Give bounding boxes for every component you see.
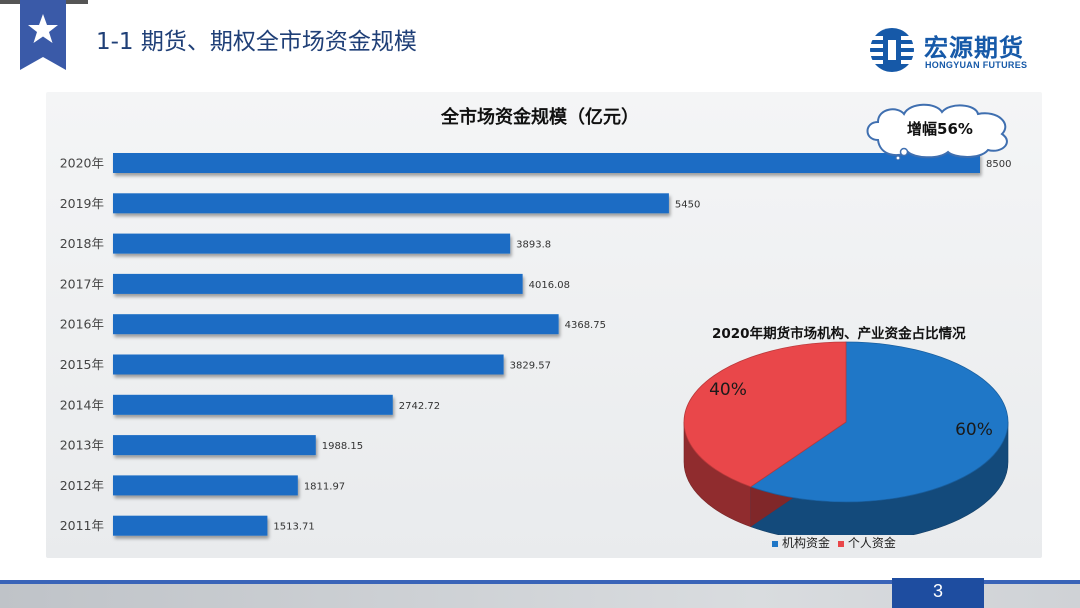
pie-chart: 60% 40% — [683, 341, 1009, 535]
pie-legend: 机构资金 个人资金 — [772, 534, 900, 551]
footer-line — [0, 580, 1080, 584]
pie-value-label: 40% — [709, 380, 747, 400]
category-label: 2012年 — [60, 478, 104, 493]
page-number-box — [892, 578, 984, 608]
title-badge — [20, 0, 66, 70]
category-label: 2018年 — [60, 236, 104, 251]
category-label: 2020年 — [60, 156, 104, 171]
category-label: 2011年 — [60, 518, 104, 533]
pie-value-label: 60% — [955, 420, 993, 440]
value-label: 1988.15 — [322, 441, 363, 452]
pie-slice-1 — [749, 341, 1009, 503]
value-label: 4016.08 — [529, 280, 570, 291]
legend-item-institution: 机构资金 — [772, 536, 834, 550]
bar-8 — [113, 435, 316, 456]
category-label: 2016年 — [60, 317, 104, 332]
star-icon — [28, 14, 58, 43]
bar-6 — [113, 354, 504, 375]
value-label: 8500 — [986, 159, 1011, 170]
legend-item-individual: 个人资金 — [837, 536, 896, 550]
legend-swatch-institution — [772, 540, 778, 547]
bar-1 — [113, 153, 980, 173]
bar-5 — [113, 314, 559, 335]
value-label: 2742.72 — [399, 401, 440, 412]
bar-3 — [113, 233, 511, 254]
bar-2 — [113, 193, 669, 214]
category-label: 2013年 — [60, 438, 104, 453]
value-label: 5450 — [675, 199, 700, 210]
bar-4 — [113, 273, 523, 294]
legend-label-institution: 机构资金 — [782, 536, 831, 550]
company-logo: 宏源期货 HONGYUAN FUTURES — [868, 26, 1048, 74]
legend-swatch-individual — [837, 540, 844, 547]
legend-label-individual: 个人资金 — [847, 536, 896, 550]
value-label: 1513.71 — [273, 522, 314, 533]
bar-9 — [113, 475, 298, 496]
category-label: 2014年 — [60, 397, 104, 412]
bar-7 — [113, 394, 393, 415]
logo-mark-icon — [870, 28, 914, 72]
category-label: 2019年 — [60, 196, 104, 211]
growth-callout-text: 增幅56% — [907, 120, 973, 138]
value-label: 4368.75 — [565, 320, 606, 331]
pie-chart-title: 2020年期货市场机构、产业资金占比情况 — [712, 326, 966, 342]
category-label: 2015年 — [60, 357, 104, 372]
value-label: 3829.57 — [510, 361, 551, 372]
value-label: 3893.8 — [516, 240, 551, 251]
value-label: 1811.97 — [304, 481, 345, 492]
growth-callout-cloud: 增幅56% — [866, 103, 1008, 160]
page-title: 1-1 期货、期权全市场资金规模 — [96, 29, 417, 55]
bar-chart-title: 全市场资金规模（亿元） — [440, 106, 639, 128]
page-number: 3 — [932, 581, 943, 601]
category-label: 2017年 — [60, 276, 104, 291]
logo-name-en: HONGYUAN FUTURES — [925, 60, 1028, 70]
bar-10 — [113, 515, 268, 536]
logo-name-cn: 宏源期货 — [924, 34, 1024, 62]
pie-slice-2 — [683, 341, 847, 488]
